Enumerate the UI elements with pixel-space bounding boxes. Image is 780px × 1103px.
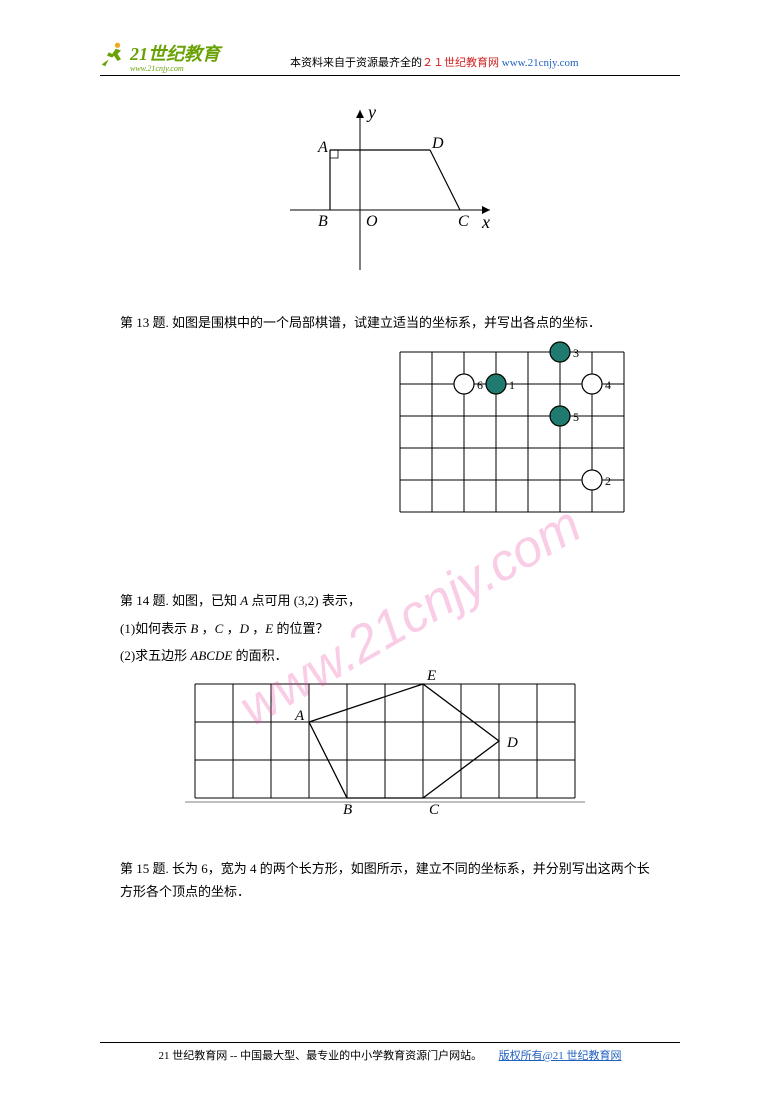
go-label-3: 3 bbox=[573, 346, 579, 360]
page-footer: 21 世纪教育网 -- 中国最大型、最专业的中小学教育资源门户网站。 版权所有@… bbox=[100, 1042, 680, 1063]
label-E: E bbox=[426, 668, 436, 684]
go-piece-1 bbox=[486, 374, 506, 394]
q15-text: 第 15 题. 长为 6，宽为 4 的两个长方形，如图所示，建立不同的坐标系，并… bbox=[120, 857, 660, 904]
desc-black: 本资料来自于资源最齐全的 bbox=[290, 57, 422, 69]
desc-red: ２１世纪教育网 bbox=[422, 57, 499, 69]
go-board-svg: 3 6 1 4 5 2 bbox=[390, 338, 640, 528]
go-piece-2 bbox=[582, 470, 602, 490]
footer-right: 版权所有@21 世纪教育网 bbox=[499, 1050, 622, 1062]
figure-1: A B O C D x y bbox=[120, 100, 660, 295]
label-B: B bbox=[318, 213, 328, 230]
logo-main: 21世纪教育 bbox=[130, 44, 220, 64]
go-label-2: 2 bbox=[605, 474, 611, 488]
content-area: A B O C D x y 第 13 题. 如图是围棋中的一个局部棋谱，试建立适… bbox=[120, 90, 660, 907]
desc-link: www.21cnjy.com bbox=[502, 57, 579, 69]
go-label-1: 1 bbox=[509, 378, 515, 392]
page-header: 21世纪教育 www.21cnjy.com 本资料来自于资源最齐全的２１世纪教育… bbox=[100, 40, 680, 76]
header-description: 本资料来自于资源最齐全的２１世纪教育网 www.21cnjy.com bbox=[290, 54, 579, 70]
label-C: C bbox=[429, 802, 440, 818]
go-label-6: 6 bbox=[477, 378, 483, 392]
label-D: D bbox=[431, 135, 444, 152]
logo-sub: www.21cnjy.com bbox=[130, 64, 220, 73]
go-label-4: 4 bbox=[605, 378, 611, 392]
figure-q14: ABCDE bbox=[120, 672, 660, 837]
q14-line2: (1)如何表示 B ，C ，D ，E 的位置？ bbox=[120, 617, 660, 640]
q14-line3: (2)求五边形 ABCDE 的面积． bbox=[120, 644, 660, 667]
coord-axes-svg: A B O C D x y bbox=[270, 100, 510, 290]
label-B: B bbox=[343, 802, 352, 818]
pentagon-grid-svg: ABCDE bbox=[175, 672, 605, 832]
logo-text: 21世纪教育 www.21cnjy.com bbox=[130, 40, 220, 73]
label-A: A bbox=[294, 708, 305, 724]
go-piece-4 bbox=[582, 374, 602, 394]
label-y: y bbox=[366, 102, 376, 122]
go-piece-5 bbox=[550, 406, 570, 426]
go-piece-6 bbox=[454, 374, 474, 394]
label-D: D bbox=[506, 735, 518, 751]
pentagon-abcde bbox=[309, 684, 499, 798]
footer-left: 21 世纪教育网 -- 中国最大型、最专业的中小学教育资源门户网站。 bbox=[159, 1050, 483, 1062]
label-O: O bbox=[366, 213, 378, 230]
go-label-5: 5 bbox=[573, 410, 579, 424]
q14-line1: 第 14 题. 如图，已知 A 点可用 (3,2) 表示， bbox=[120, 589, 660, 612]
q13-text: 第 13 题. 如图是围棋中的一个局部棋谱，试建立适当的坐标系，并写出各点的坐标… bbox=[120, 311, 660, 334]
label-C: C bbox=[458, 213, 469, 230]
label-x: x bbox=[481, 212, 490, 232]
label-A: A bbox=[317, 139, 328, 156]
figure-q13: 3 6 1 4 5 2 bbox=[120, 338, 660, 533]
runner-icon bbox=[100, 40, 128, 73]
go-piece-3 bbox=[550, 342, 570, 362]
